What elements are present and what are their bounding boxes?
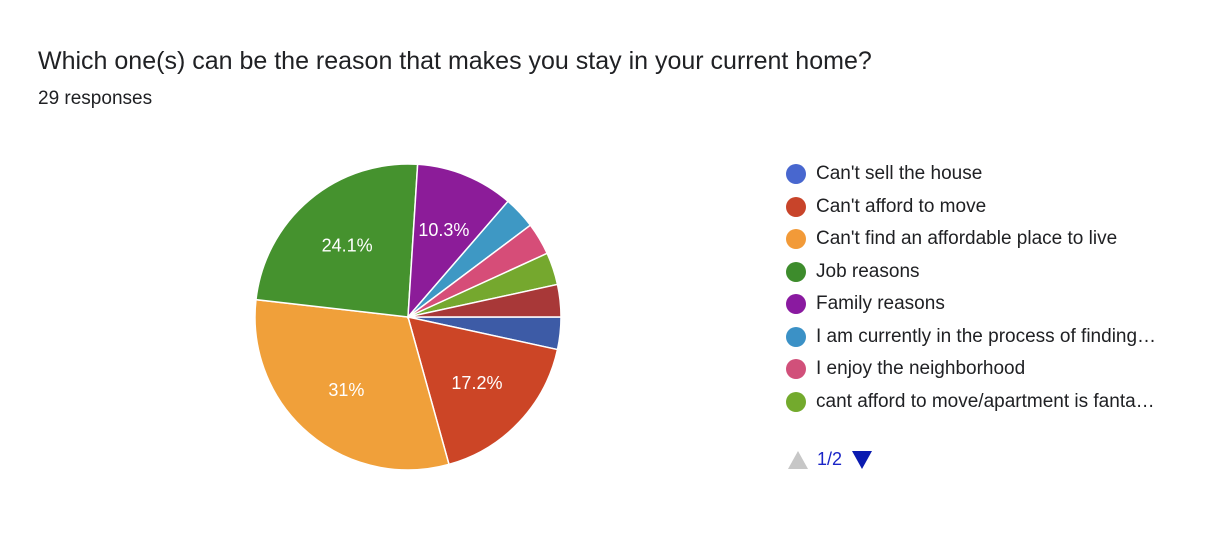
- legend-item[interactable]: Job reasons: [786, 256, 1206, 289]
- legend-item[interactable]: Can't sell the house: [786, 158, 1206, 191]
- legend-item[interactable]: Family reasons: [786, 288, 1206, 321]
- pie-slice[interactable]: [407, 163, 510, 320]
- legend-swatch: [786, 294, 806, 315]
- pie-data-label: 31%: [328, 380, 364, 400]
- legend-item[interactable]: I enjoy the neighborhood: [786, 353, 1206, 386]
- legend-label: cant afford to move/apartment is fanta…: [816, 390, 1155, 412]
- legend-label: Can't find an affordable place to live: [816, 228, 1118, 250]
- response-count: 29 responses: [38, 88, 153, 109]
- pie-data-label: 10.3%: [418, 220, 469, 240]
- legend-label: Can't sell the house: [816, 163, 983, 185]
- legend-item[interactable]: Can't find an affordable place to live: [786, 223, 1206, 256]
- legend-swatch: [786, 229, 806, 250]
- legend-item[interactable]: cant afford to move/apartment is fanta…: [786, 386, 1206, 419]
- legend-swatch: [786, 164, 806, 185]
- pie-data-labels: 17.2% 31% 24.1% 10.3%: [322, 220, 503, 400]
- legend-label: Can't afford to move: [816, 195, 987, 217]
- legend-label: I enjoy the neighborhood: [816, 358, 1026, 380]
- chart-legend: Can't sell the house Can't afford to move…: [786, 158, 1206, 418]
- legend-swatch: [786, 326, 806, 347]
- triangle-down-icon[interactable]: [852, 450, 873, 469]
- legend-swatch: [786, 359, 806, 380]
- pie-slice[interactable]: [255, 163, 419, 318]
- pie-data-label: 24.1%: [322, 235, 373, 255]
- legend-label: I am currently in the process of finding…: [816, 325, 1157, 347]
- pie-data-label: 17.2%: [451, 373, 502, 393]
- legend-item[interactable]: Can't afford to move: [786, 191, 1206, 224]
- pie-slices: [254, 163, 562, 471]
- pie-slice[interactable]: [407, 283, 562, 318]
- legend-swatch: [786, 261, 806, 282]
- legend-swatch: [786, 391, 806, 412]
- chart-title: Which one(s) can be the reason that make…: [38, 47, 872, 75]
- pie-slice[interactable]: [254, 298, 450, 471]
- legend-page-indicator: 1/2: [817, 449, 843, 469]
- legend-label: Family reasons: [816, 293, 945, 315]
- triangle-up-icon[interactable]: [788, 450, 808, 469]
- pie-slice[interactable]: [406, 316, 559, 466]
- legend-label: Job reasons: [816, 260, 920, 282]
- legend-item[interactable]: I am currently in the process of finding…: [786, 321, 1206, 354]
- legend-swatch: [786, 196, 806, 217]
- legend-pager: 1/2: [788, 449, 873, 470]
